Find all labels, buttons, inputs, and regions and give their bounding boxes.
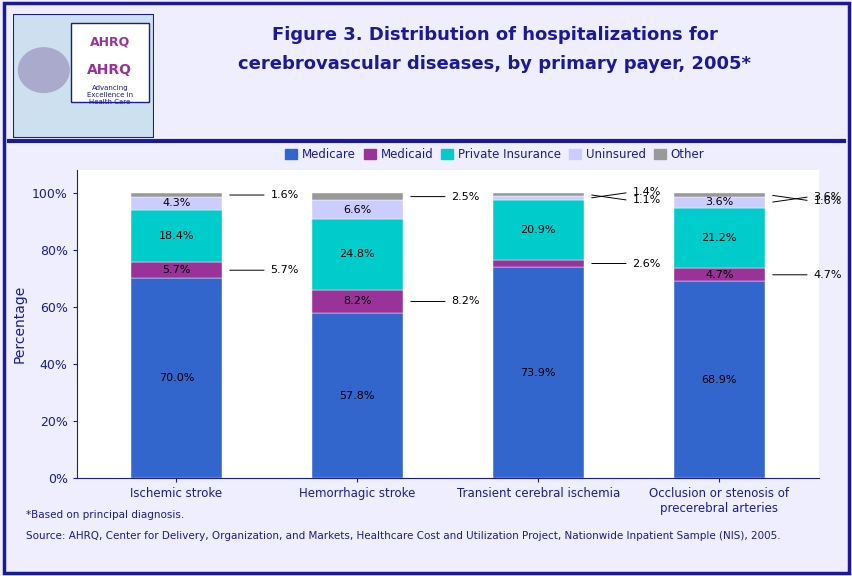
Text: 2.5%: 2.5% <box>451 192 480 202</box>
Text: 1.4%: 1.4% <box>631 187 660 198</box>
Text: 73.9%: 73.9% <box>520 367 556 378</box>
Bar <box>131 278 222 478</box>
Bar <box>131 262 222 278</box>
Text: 3.6%: 3.6% <box>705 198 733 207</box>
Bar <box>492 200 583 260</box>
Text: cerebrovascular diseases, by primary payer, 2005*: cerebrovascular diseases, by primary pay… <box>238 55 751 73</box>
Bar <box>131 193 222 198</box>
Text: 1.6%: 1.6% <box>270 190 298 200</box>
FancyBboxPatch shape <box>13 14 153 138</box>
Bar <box>673 207 763 268</box>
Text: 8.2%: 8.2% <box>451 297 480 306</box>
Text: Source: AHRQ, Center for Delivery, Organization, and Markets, Healthcare Cost an: Source: AHRQ, Center for Delivery, Organ… <box>26 531 780 541</box>
Text: 21.2%: 21.2% <box>700 233 736 243</box>
Bar <box>492 260 583 267</box>
Bar <box>312 290 402 313</box>
FancyBboxPatch shape <box>71 23 149 103</box>
Text: AHRQ: AHRQ <box>87 63 132 77</box>
Text: 2.6%: 2.6% <box>631 259 660 268</box>
Text: 1.1%: 1.1% <box>631 195 660 205</box>
Bar <box>673 198 763 207</box>
Text: 3.6%: 3.6% <box>813 192 841 202</box>
Text: 68.9%: 68.9% <box>700 375 736 385</box>
Text: 70.0%: 70.0% <box>158 373 193 383</box>
Bar <box>131 198 222 210</box>
Bar <box>492 196 583 200</box>
Bar <box>492 193 583 196</box>
Bar <box>312 219 402 290</box>
Bar <box>673 193 763 198</box>
Text: 57.8%: 57.8% <box>339 391 375 401</box>
Y-axis label: Percentage: Percentage <box>12 285 26 363</box>
Bar <box>492 267 583 478</box>
Legend: Medicare, Medicaid, Private Insurance, Uninsured, Other: Medicare, Medicaid, Private Insurance, U… <box>280 143 708 165</box>
Text: *Based on principal diagnosis.: *Based on principal diagnosis. <box>26 510 184 520</box>
Bar <box>131 210 222 262</box>
Text: 18.4%: 18.4% <box>158 231 194 241</box>
Bar <box>312 200 402 219</box>
Text: 8.2%: 8.2% <box>343 297 371 306</box>
Circle shape <box>19 48 69 92</box>
Bar <box>312 313 402 478</box>
Text: 24.8%: 24.8% <box>339 249 375 259</box>
Text: 6.6%: 6.6% <box>343 204 371 215</box>
Text: 5.7%: 5.7% <box>270 265 298 275</box>
Text: AHRQ: AHRQ <box>89 35 130 48</box>
Text: 20.9%: 20.9% <box>520 225 556 235</box>
Text: Figure 3. Distribution of hospitalizations for: Figure 3. Distribution of hospitalizatio… <box>272 26 717 44</box>
Text: 5.7%: 5.7% <box>162 265 190 275</box>
Bar <box>312 193 402 200</box>
Bar <box>673 268 763 282</box>
Text: 4.7%: 4.7% <box>813 270 841 280</box>
Text: 4.3%: 4.3% <box>162 199 190 209</box>
Bar <box>673 282 763 478</box>
Text: 4.7%: 4.7% <box>705 270 733 280</box>
Text: 1.6%: 1.6% <box>813 196 841 206</box>
Text: Advancing
Excellence in
Health Care: Advancing Excellence in Health Care <box>87 85 133 105</box>
